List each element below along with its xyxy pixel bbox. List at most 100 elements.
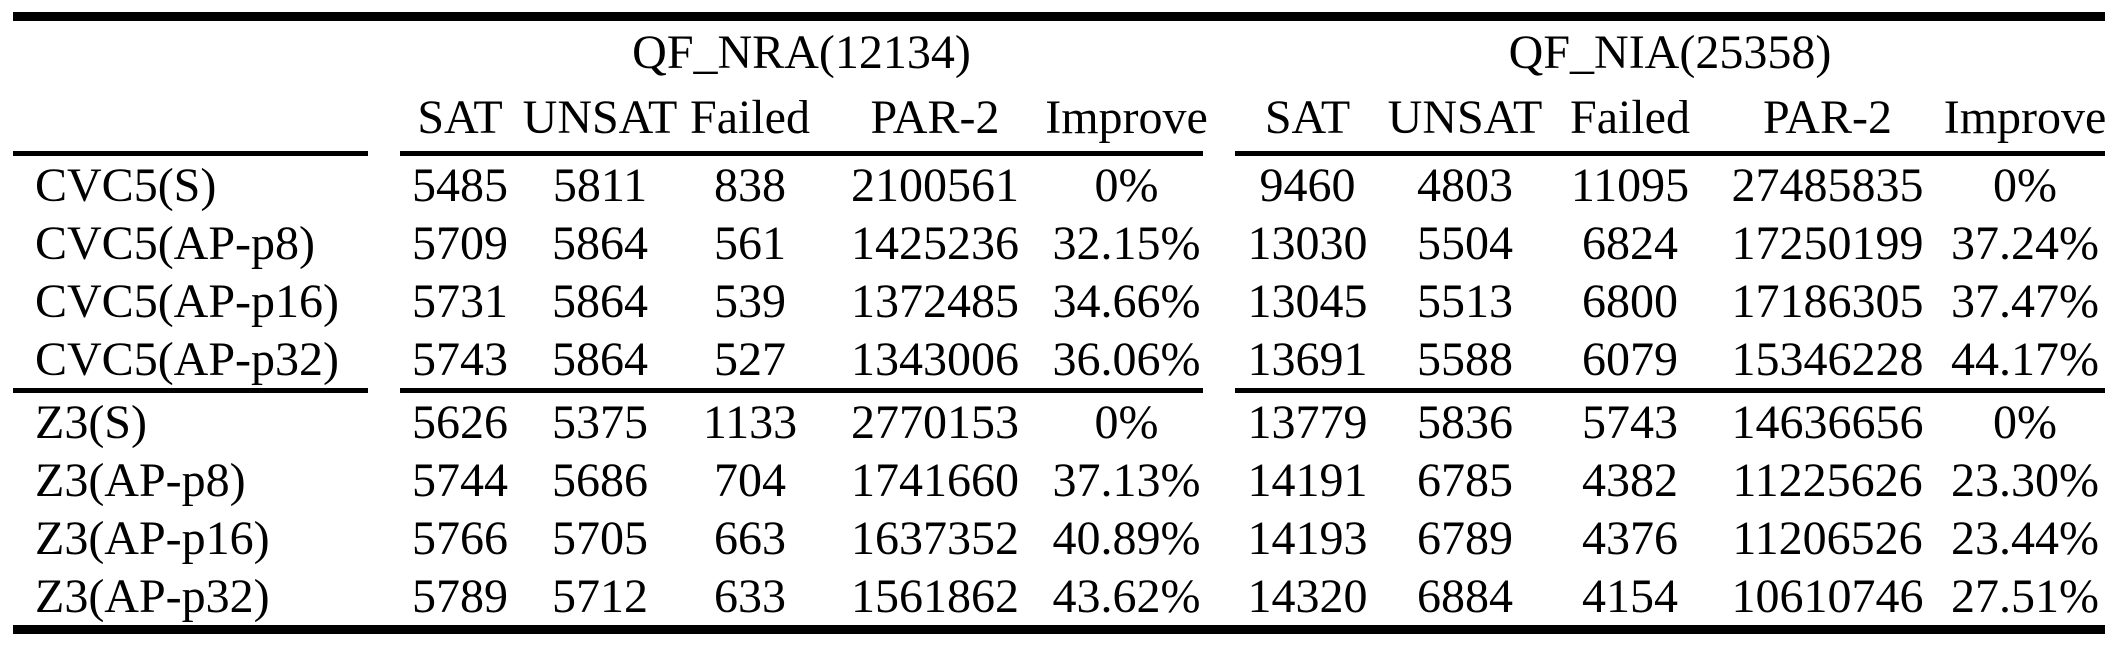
nia-sat-cell: 13030	[1247, 216, 1368, 270]
nra-unsat-cell: 5712	[552, 569, 648, 623]
nra-unsat-cell: 5705	[552, 511, 648, 565]
row-label: Z3(S)	[35, 395, 147, 449]
nra-unsat-cell: 5811	[552, 158, 648, 212]
row-label: CVC5(S)	[35, 158, 217, 212]
nia-par2-cell: 14636656	[1731, 395, 1924, 449]
nia-par2-cell: 15346228	[1731, 332, 1924, 386]
column-header-failed: Failed	[690, 90, 810, 144]
nra-par2-cell: 2100561	[851, 158, 1019, 212]
row-label: Z3(AP-p32)	[35, 569, 270, 623]
nia-failed-cell: 4382	[1582, 453, 1678, 507]
header-rule-segment	[13, 151, 368, 156]
nia-improve-cell: 27.51%	[1951, 569, 2099, 623]
nia-failed-cell: 4376	[1582, 511, 1678, 565]
group-divider-rule-segment	[13, 388, 368, 393]
nia-sat-cell: 13045	[1247, 274, 1368, 328]
column-header-improve: Improve	[1045, 90, 1208, 144]
nia-unsat-cell: 6789	[1417, 511, 1513, 565]
nra-sat-cell: 5731	[412, 274, 508, 328]
nra-failed-cell: 527	[714, 332, 786, 386]
nia-unsat-cell: 5504	[1417, 216, 1513, 270]
nra-improve-cell: 40.89%	[1052, 511, 1201, 565]
nia-improve-cell: 0%	[1993, 158, 2057, 212]
nia-par2-cell: 10610746	[1731, 569, 1924, 623]
nra-sat-cell: 5743	[412, 332, 508, 386]
nra-sat-cell: 5789	[412, 569, 508, 623]
nra-par2-cell: 2770153	[851, 395, 1019, 449]
nia-sat-cell: 13691	[1247, 332, 1368, 386]
nra-par2-cell: 1637352	[851, 511, 1019, 565]
nra-failed-cell: 663	[714, 511, 786, 565]
nra-unsat-cell: 5375	[552, 395, 648, 449]
nia-sat-cell: 14191	[1247, 453, 1368, 507]
nia-failed-cell: 5743	[1582, 395, 1678, 449]
nra-sat-cell: 5744	[412, 453, 508, 507]
nra-unsat-cell: 5864	[552, 274, 648, 328]
column-header-unsat: UNSAT	[522, 90, 678, 144]
group-divider-rule-segment	[1235, 388, 2105, 393]
column-header-par2: PAR-2	[870, 90, 1000, 144]
nia-unsat-cell: 5588	[1417, 332, 1513, 386]
nra-unsat-cell: 5864	[552, 332, 648, 386]
nia-unsat-cell: 4803	[1417, 158, 1513, 212]
nra-failed-cell: 838	[714, 158, 786, 212]
header-rule-segment	[1235, 151, 2105, 156]
nia-failed-cell: 6079	[1582, 332, 1678, 386]
nra-par2-cell: 1425236	[851, 216, 1019, 270]
nia-failed-cell: 4154	[1582, 569, 1678, 623]
nia-improve-cell: 37.47%	[1951, 274, 2099, 328]
nia-unsat-cell: 6785	[1417, 453, 1513, 507]
column-header-sat: SAT	[417, 90, 503, 144]
nra-failed-cell: 704	[714, 453, 786, 507]
nra-par2-cell: 1372485	[851, 274, 1019, 328]
nia-par2-cell: 27485835	[1731, 158, 1924, 212]
nra-improve-cell: 34.66%	[1052, 274, 1201, 328]
nia-improve-cell: 0%	[1993, 395, 2057, 449]
nia-unsat-cell: 5836	[1417, 395, 1513, 449]
top-rule	[13, 12, 2105, 21]
nra-unsat-cell: 5864	[552, 216, 648, 270]
nra-unsat-cell: 5686	[552, 453, 648, 507]
nra-failed-cell: 633	[714, 569, 786, 623]
nra-improve-cell: 43.62%	[1052, 569, 1201, 623]
nia-improve-cell: 23.30%	[1951, 453, 2099, 507]
nia-failed-cell: 6824	[1582, 216, 1678, 270]
nra-par2-cell: 1561862	[851, 569, 1019, 623]
row-label: CVC5(AP-p16)	[35, 274, 340, 328]
nra-par2-cell: 1343006	[851, 332, 1019, 386]
row-label: CVC5(AP-p8)	[35, 216, 316, 270]
nia-unsat-cell: 5513	[1417, 274, 1513, 328]
nia-par2-cell: 11206526	[1732, 511, 1923, 565]
row-label: Z3(AP-p16)	[35, 511, 270, 565]
column-header-improve: Improve	[1943, 90, 2107, 144]
group-title-qf-nra: QF_NRA(12134)	[632, 25, 971, 79]
nia-par2-cell: 11225626	[1732, 453, 1923, 507]
column-header-par2: PAR-2	[1763, 90, 1892, 144]
nia-improve-cell: 23.44%	[1951, 511, 2099, 565]
nra-sat-cell: 5626	[412, 395, 508, 449]
nia-improve-cell: 37.24%	[1951, 216, 2099, 270]
nra-sat-cell: 5485	[412, 158, 508, 212]
nra-failed-cell: 1133	[702, 395, 798, 449]
nra-improve-cell: 32.15%	[1052, 216, 1201, 270]
header-rule-segment	[400, 151, 1203, 156]
nra-sat-cell: 5766	[412, 511, 508, 565]
column-header-sat: SAT	[1264, 90, 1351, 144]
nia-failed-cell: 6800	[1582, 274, 1678, 328]
group-title-qf-nia: QF_NIA(25358)	[1508, 25, 1832, 79]
nia-sat-cell: 14193	[1247, 511, 1368, 565]
bottom-rule	[13, 625, 2105, 634]
nra-failed-cell: 561	[714, 216, 786, 270]
nia-sat-cell: 9460	[1259, 158, 1356, 212]
nra-par2-cell: 1741660	[851, 453, 1019, 507]
nia-failed-cell: 11095	[1570, 158, 1690, 212]
row-label: Z3(AP-p8)	[35, 453, 246, 507]
nia-unsat-cell: 6884	[1417, 569, 1513, 623]
column-header-unsat: UNSAT	[1387, 90, 1543, 144]
nia-sat-cell: 14320	[1247, 569, 1368, 623]
nra-improve-cell: 0%	[1094, 395, 1159, 449]
nia-improve-cell: 44.17%	[1951, 332, 2099, 386]
group-divider-rule-segment	[400, 388, 1203, 393]
nra-failed-cell: 539	[714, 274, 786, 328]
nra-sat-cell: 5709	[412, 216, 508, 270]
